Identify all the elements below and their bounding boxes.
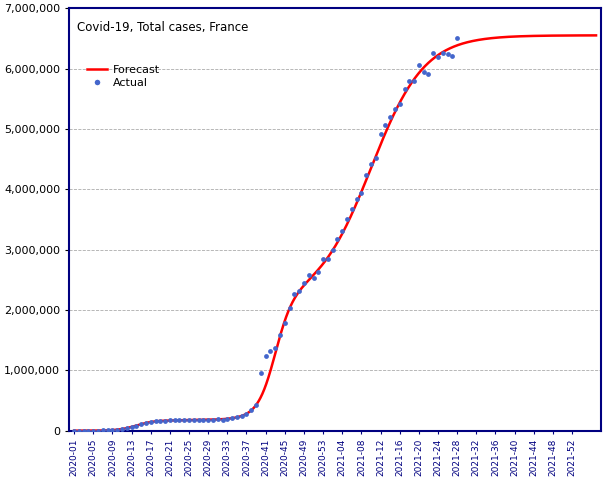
Point <box>333 236 342 243</box>
Point <box>256 369 266 377</box>
Point <box>146 418 155 426</box>
Point <box>376 130 385 138</box>
Point <box>409 78 419 85</box>
Point <box>160 417 170 424</box>
Point <box>141 419 151 427</box>
Point <box>270 344 280 352</box>
Point <box>405 77 414 84</box>
Point <box>74 427 83 434</box>
Point <box>290 290 299 298</box>
Point <box>113 426 122 433</box>
Point <box>79 427 88 434</box>
Point <box>299 279 309 287</box>
Point <box>126 423 136 431</box>
Point <box>328 246 338 254</box>
Point <box>261 352 270 360</box>
Point <box>347 205 357 213</box>
Point <box>304 271 313 279</box>
Point <box>453 34 462 42</box>
Point <box>400 85 410 93</box>
Point <box>241 410 251 418</box>
Point <box>122 424 132 432</box>
Point <box>108 426 117 434</box>
Point <box>433 54 443 61</box>
Point <box>69 427 79 434</box>
Point <box>352 196 361 204</box>
Point <box>237 412 247 420</box>
Point <box>356 189 366 197</box>
Point <box>223 415 232 423</box>
Point <box>280 319 290 327</box>
Point <box>251 402 261 409</box>
Point <box>189 416 198 424</box>
Point <box>194 416 203 424</box>
Point <box>371 154 381 162</box>
Point <box>395 100 405 108</box>
Point <box>227 414 237 422</box>
Point <box>313 268 323 276</box>
Legend: Forecast, Actual: Forecast, Actual <box>83 60 165 93</box>
Point <box>366 160 376 168</box>
Point <box>203 416 213 424</box>
Point <box>155 417 165 425</box>
Point <box>83 427 93 434</box>
Point <box>213 416 223 423</box>
Point <box>170 416 180 424</box>
Point <box>136 420 146 428</box>
Point <box>424 70 433 78</box>
Point <box>117 425 127 433</box>
Point <box>338 227 347 235</box>
Point <box>361 171 371 179</box>
Point <box>232 413 242 421</box>
Point <box>438 49 448 57</box>
Point <box>285 304 295 312</box>
Point <box>448 53 457 60</box>
Point <box>381 121 390 129</box>
Point <box>294 287 304 294</box>
Point <box>165 417 175 424</box>
Point <box>342 215 352 223</box>
Point <box>419 69 428 76</box>
Point <box>180 416 189 424</box>
Point <box>309 274 318 282</box>
Text: Covid-19, Total cases, France: Covid-19, Total cases, France <box>77 21 249 34</box>
Point <box>390 105 400 112</box>
Point <box>208 416 218 424</box>
Point <box>184 417 194 424</box>
Point <box>443 50 453 58</box>
Point <box>218 416 227 423</box>
Point <box>318 255 328 263</box>
Point <box>88 427 98 434</box>
Point <box>131 422 141 430</box>
Point <box>275 332 285 339</box>
Point <box>151 417 160 425</box>
Point <box>175 417 185 424</box>
Point <box>98 427 108 434</box>
Point <box>428 49 438 57</box>
Point <box>414 61 424 69</box>
Point <box>93 427 103 434</box>
Point <box>246 406 256 414</box>
Point <box>198 416 208 424</box>
Point <box>385 113 395 121</box>
Point <box>103 426 113 434</box>
Point <box>323 255 333 263</box>
Point <box>266 348 275 355</box>
